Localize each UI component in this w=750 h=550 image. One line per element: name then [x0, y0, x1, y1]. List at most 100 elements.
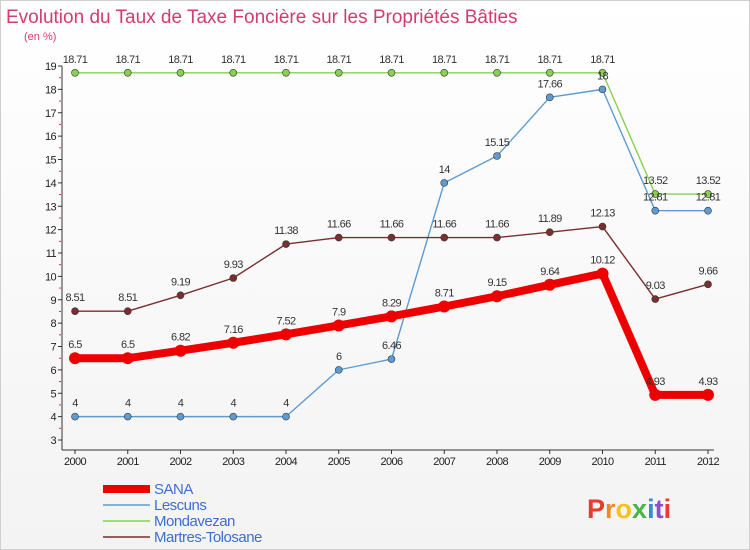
data-point — [598, 85, 607, 94]
data-point — [71, 68, 79, 77]
data-point — [334, 366, 343, 374]
data-label: 4 — [230, 398, 236, 410]
legend-label: SANA — [154, 481, 193, 498]
data-point — [440, 233, 449, 242]
data-label: 10.12 — [590, 255, 615, 267]
logo-text: Proxiti — [587, 494, 671, 524]
data-point — [282, 240, 290, 248]
data-label: 18.71 — [168, 54, 193, 66]
data-point — [229, 274, 238, 282]
data-point — [704, 280, 712, 289]
data-point — [71, 307, 79, 316]
data-label: 9.15 — [487, 277, 506, 289]
y-tick-label: 6 — [50, 365, 56, 377]
legend-label: Mondavezan — [154, 513, 235, 530]
data-label: 12.81 — [643, 192, 668, 204]
data-label: 12.13 — [590, 208, 615, 220]
data-point — [493, 152, 501, 160]
y-tick-label: 7 — [50, 342, 56, 354]
y-tick-label: 8 — [50, 318, 56, 330]
data-label: 8.71 — [435, 288, 454, 300]
data-point — [69, 352, 81, 365]
data-point — [229, 68, 238, 77]
data-point — [280, 328, 292, 341]
y-tick-label: 17 — [45, 108, 57, 120]
data-point — [282, 68, 290, 77]
y-tick-label: 5 — [50, 388, 56, 400]
data-label: 6.46 — [382, 340, 401, 352]
data-label: 6.82 — [171, 332, 190, 344]
data-point — [596, 267, 609, 280]
data-point — [651, 190, 660, 198]
legend-label: Lescuns — [154, 497, 206, 514]
data-point — [545, 93, 554, 102]
data-point — [387, 233, 396, 242]
y-tick-label: 15 — [45, 155, 57, 167]
data-label: 13.52 — [696, 175, 721, 187]
y-tick-label: 19 — [45, 61, 57, 73]
y-tick-label: 14 — [45, 178, 57, 190]
data-label: 18.71 — [115, 54, 140, 66]
data-label: 13.52 — [643, 175, 668, 187]
proxiti-logo: Proxiti — [587, 494, 671, 524]
data-point — [543, 278, 556, 291]
x-tick-label: 2002 — [169, 456, 192, 468]
x-tick-label: 2003 — [222, 456, 245, 468]
data-point — [704, 206, 712, 215]
data-label: 7.16 — [224, 324, 243, 336]
data-point — [438, 300, 451, 313]
data-point — [229, 412, 238, 421]
data-point — [704, 190, 712, 198]
y-tick-label: 16 — [45, 131, 57, 143]
data-label: 8.51 — [65, 292, 84, 304]
x-tick-label: 2000 — [64, 456, 87, 468]
data-label: 17.66 — [537, 78, 562, 90]
x-tick-label: 2006 — [380, 456, 403, 468]
data-point — [651, 206, 660, 215]
data-label: 4.93 — [646, 376, 665, 388]
x-tick-label: 2012 — [697, 456, 720, 468]
data-label: 4 — [283, 398, 289, 410]
data-label: 18 — [597, 70, 609, 82]
data-label: 18.71 — [590, 54, 615, 66]
data-label: 6.5 — [121, 339, 135, 351]
data-point — [227, 336, 240, 349]
data-label: 11.38 — [274, 225, 298, 237]
data-label: 14 — [439, 164, 451, 176]
x-tick-label: 2009 — [539, 456, 562, 468]
data-point — [123, 68, 132, 77]
x-tick-label: 2004 — [275, 456, 298, 468]
x-tick-label: 2008 — [486, 456, 509, 468]
series-line — [74, 72, 709, 195]
data-label: 12.81 — [696, 192, 721, 204]
chart-subtitle: (en %) — [24, 31, 56, 43]
data-point — [440, 179, 449, 187]
chart-title: Evolution du Taux de Taxe Foncière sur l… — [6, 7, 518, 28]
chart-axes: 3 4 5 6 7 8 9 10 11 12 13 14 15 16 17 18 19 2000 2001 2002 2… — [45, 61, 720, 468]
x-tick-label: 2005 — [328, 456, 351, 468]
data-label: 4 — [72, 398, 78, 410]
data-point — [71, 412, 79, 421]
data-point — [649, 388, 662, 401]
data-label: 9.66 — [698, 265, 717, 277]
y-tick-label: 13 — [45, 201, 57, 213]
data-point — [123, 412, 132, 421]
data-label: 6.5 — [68, 339, 82, 351]
data-label: 11.66 — [432, 219, 456, 231]
data-label: 4.93 — [698, 376, 717, 388]
data-point — [440, 68, 449, 77]
y-tick-label: 12 — [45, 225, 57, 237]
data-point — [176, 291, 185, 300]
data-point — [332, 319, 345, 332]
y-tick-label: 11 — [46, 248, 57, 260]
y-tick-label: 18 — [45, 84, 57, 96]
data-label: 9.64 — [540, 266, 559, 278]
data-label: 4 — [178, 398, 184, 410]
data-label: 18.71 — [63, 54, 88, 66]
y-tick-label: 9 — [50, 295, 56, 307]
data-point — [702, 388, 714, 401]
series-sana: 6.5 6.5 6.82 7.16 7.52 7.9 8.29 8.71 9.15 9.64 10.… — [68, 255, 719, 401]
data-label: 9.03 — [646, 280, 665, 292]
